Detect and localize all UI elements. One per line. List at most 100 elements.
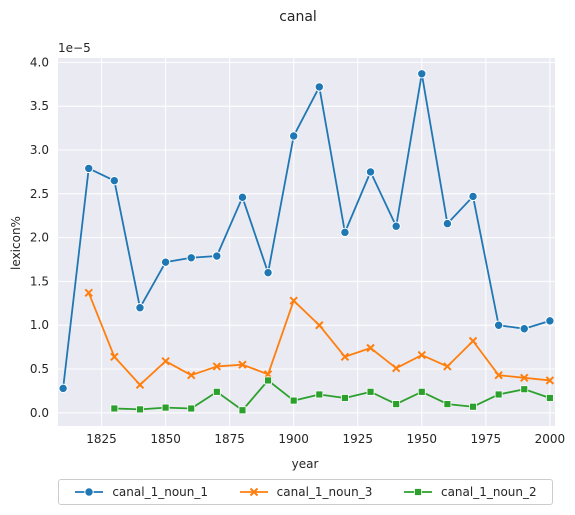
x-tick-label: 1850 (150, 432, 181, 446)
data-point (545, 376, 555, 385)
legend-item: canal_1_noun_2 (403, 485, 537, 499)
data-point (494, 370, 503, 380)
data-point (186, 253, 196, 263)
legend-item: canal_1_noun_1 (74, 485, 208, 499)
x-tick-label: 1950 (407, 432, 438, 446)
y-offset-label: 1e−5 (58, 41, 91, 55)
x-tick-label: 1925 (342, 432, 373, 446)
data-point (341, 394, 349, 402)
y-tick-label: 2.0 (30, 231, 49, 245)
data-point (417, 387, 426, 396)
y-tick-labels: 0.0 0.5 1.0 1.5 2.0 2.5 3.0 3.5 4.0 (30, 55, 49, 419)
data-point (187, 404, 196, 413)
data-point (520, 385, 529, 394)
chart-title: canal (279, 9, 317, 25)
legend-marker (249, 487, 258, 497)
x-tick-labels: 1825 1850 1875 1900 1925 1950 1975 2000 (86, 432, 565, 446)
data-point (212, 387, 221, 396)
data-point (494, 390, 503, 399)
x-tick-label: 1875 (214, 432, 245, 446)
x-tick-label: 1900 (278, 432, 309, 446)
y-axis-label: lexicon% (9, 216, 23, 270)
y-tick-label: 2.5 (30, 187, 49, 201)
data-point (161, 356, 170, 366)
data-point (238, 406, 247, 415)
data-point (442, 218, 453, 229)
data-point (468, 191, 478, 202)
series-layer (58, 69, 555, 415)
legend-label: canal_1_noun_2 (440, 485, 537, 499)
data-point (493, 320, 504, 330)
legend-swatch (239, 487, 268, 497)
data-point (110, 404, 119, 413)
y-tick-label: 3.5 (30, 99, 49, 113)
data-point (314, 82, 325, 92)
data-point (545, 394, 554, 402)
x-tick-label: 1825 (86, 432, 117, 446)
data-point (212, 362, 222, 371)
series-canal_1_noun_1 (58, 69, 555, 394)
data-point (366, 343, 375, 353)
data-point (340, 227, 350, 238)
data-point (212, 251, 222, 261)
data-point (392, 400, 401, 408)
data-point (391, 363, 401, 373)
data-point (237, 192, 248, 203)
series-canal_1_noun_2 (110, 376, 554, 415)
legend-item: canal_1_noun_3 (239, 485, 373, 499)
plot-area (58, 58, 555, 426)
data-point (288, 131, 299, 141)
data-point (264, 376, 272, 385)
data-point (289, 296, 298, 305)
y-tick-label: 3.0 (30, 143, 49, 157)
y-tick-label: 1.5 (30, 274, 49, 288)
data-point (238, 360, 247, 369)
x-axis-label: year (292, 457, 319, 471)
data-point (161, 403, 170, 412)
data-point (365, 167, 376, 177)
data-point (519, 324, 529, 334)
data-point (58, 383, 68, 394)
data-point (469, 402, 477, 411)
data-point (417, 69, 427, 79)
data-point (417, 350, 426, 360)
data-point (136, 405, 144, 414)
x-tick-label: 1975 (471, 432, 502, 446)
legend-marker (414, 488, 422, 496)
series-line (114, 379, 551, 412)
data-point (135, 380, 145, 390)
legend-label: canal_1_noun_3 (276, 485, 373, 499)
data-point (315, 321, 324, 330)
legend-swatch (403, 488, 432, 496)
legend-label: canal_1_noun_1 (112, 485, 208, 499)
y-tick-label: 0.5 (30, 362, 49, 376)
legend: canal_1_noun_1 canal_1_noun_3 canal_1_noun… (58, 479, 553, 505)
series-line (62, 72, 551, 389)
legend-marker (84, 487, 95, 497)
data-point (84, 288, 93, 298)
y-tick-label: 1.0 (30, 318, 49, 332)
data-point (289, 396, 298, 405)
data-point (443, 362, 452, 371)
data-point (340, 352, 350, 361)
data-point (187, 370, 196, 380)
data-point (263, 267, 273, 278)
y-tick-label: 0.0 (30, 406, 49, 420)
data-point (315, 390, 324, 399)
data-point (520, 373, 529, 383)
data-point (110, 352, 119, 361)
y-tick-label: 4.0 (30, 55, 49, 69)
data-point (135, 303, 145, 313)
x-tick-label: 2000 (535, 432, 566, 446)
data-point (443, 400, 452, 408)
data-point (545, 316, 555, 326)
data-point (468, 336, 478, 346)
data-point (84, 163, 94, 174)
series-canal_1_noun_3 (84, 288, 555, 390)
data-point (366, 387, 375, 396)
data-point (391, 221, 401, 231)
legend-swatch (75, 487, 104, 497)
data-point (160, 257, 171, 267)
data-point (109, 175, 120, 186)
